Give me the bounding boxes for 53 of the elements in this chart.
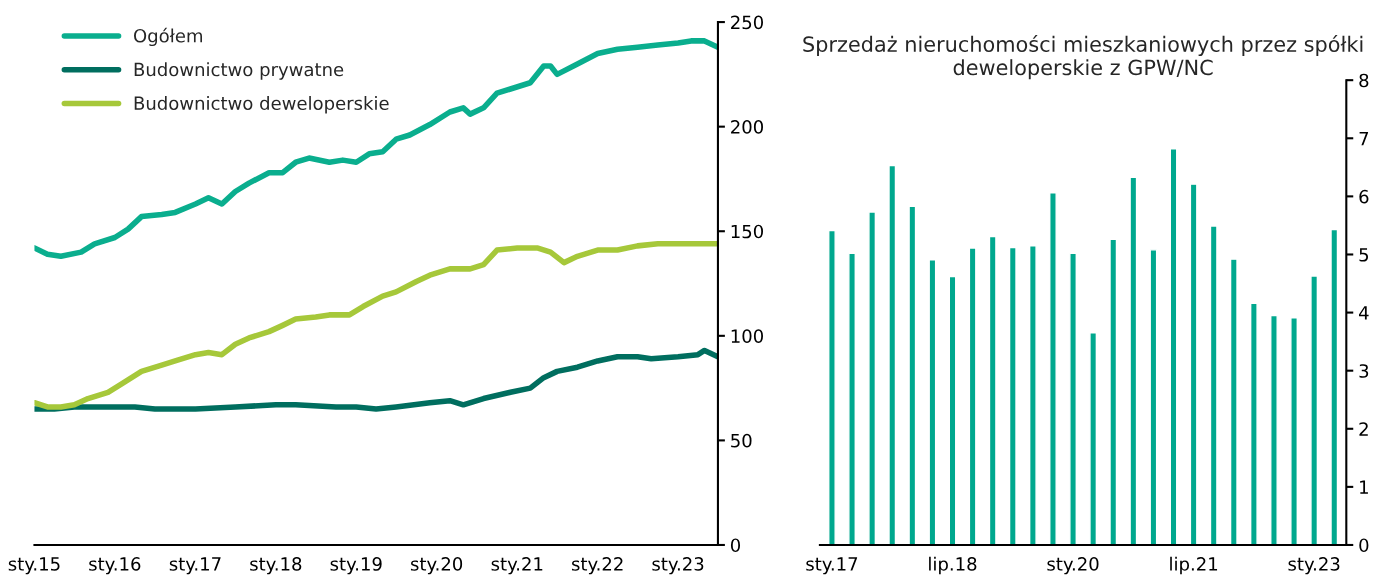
bar: [888, 164, 897, 545]
bar: [1189, 183, 1198, 545]
bar: [1089, 332, 1098, 545]
y-tick-label: 5: [1359, 248, 1369, 262]
legend-label: Budownictwo prywatne: [134, 62, 344, 80]
x-tick-label: sty.23: [652, 557, 704, 575]
x-tick-label: sty.19: [330, 557, 382, 575]
bar: [988, 235, 997, 545]
x-tick-label: lip.18: [929, 556, 977, 575]
bar: [1229, 258, 1238, 545]
legend-label: Ogółem: [133, 27, 202, 47]
x-tick-label: sty.16: [89, 557, 141, 575]
bar: [1049, 192, 1057, 545]
x-tick-label: sty.21: [491, 557, 543, 575]
y-tick-label: 200: [731, 120, 764, 134]
y-tick-label: 6: [1359, 189, 1369, 204]
bar: [1008, 246, 1017, 545]
y-tick-label: 1: [1360, 480, 1368, 494]
y-tick-label: 4: [1358, 306, 1369, 320]
y-tick-label: 250: [731, 15, 764, 30]
x-tick-label: sty.15: [8, 557, 60, 575]
bar: [1028, 245, 1037, 545]
bar: [1069, 252, 1077, 545]
bar: [1249, 302, 1258, 545]
x-tick-label: sty.17: [169, 557, 221, 575]
bar: [968, 247, 977, 545]
bar: [1330, 228, 1339, 545]
y-tick-label: 7: [1359, 131, 1369, 146]
bar: [828, 229, 836, 545]
bar: [1129, 176, 1138, 545]
y-tick-label: 0: [730, 538, 741, 553]
bar: [908, 205, 917, 545]
x-tick-label: lip.21: [1170, 556, 1218, 575]
x-tick-label: sty.20: [1047, 557, 1099, 575]
y-tick-label: 100: [731, 329, 764, 343]
y-tick-label: 0: [1359, 538, 1369, 553]
x-tick-label: sty.18: [250, 557, 302, 575]
legend-label: Budownictwo deweloperskie: [134, 96, 389, 114]
bar: [868, 211, 877, 545]
bar: [1109, 238, 1118, 545]
bar: [1290, 317, 1298, 545]
y-tick-label: 2: [1359, 422, 1368, 436]
x-tick-label: sty.22: [572, 557, 623, 575]
x-tick-label: sty.20: [410, 557, 463, 575]
bar: [1209, 225, 1218, 545]
bar: [1270, 314, 1278, 545]
bar: [1310, 275, 1319, 545]
x-tick-label: sty.23: [1288, 557, 1340, 575]
y-tick-label: 3: [1359, 364, 1369, 378]
x-tick-label: sty.17: [806, 557, 858, 575]
y-tick-label: 50: [731, 433, 752, 448]
y-tick-label: 150: [731, 224, 764, 239]
bar: [848, 252, 856, 545]
